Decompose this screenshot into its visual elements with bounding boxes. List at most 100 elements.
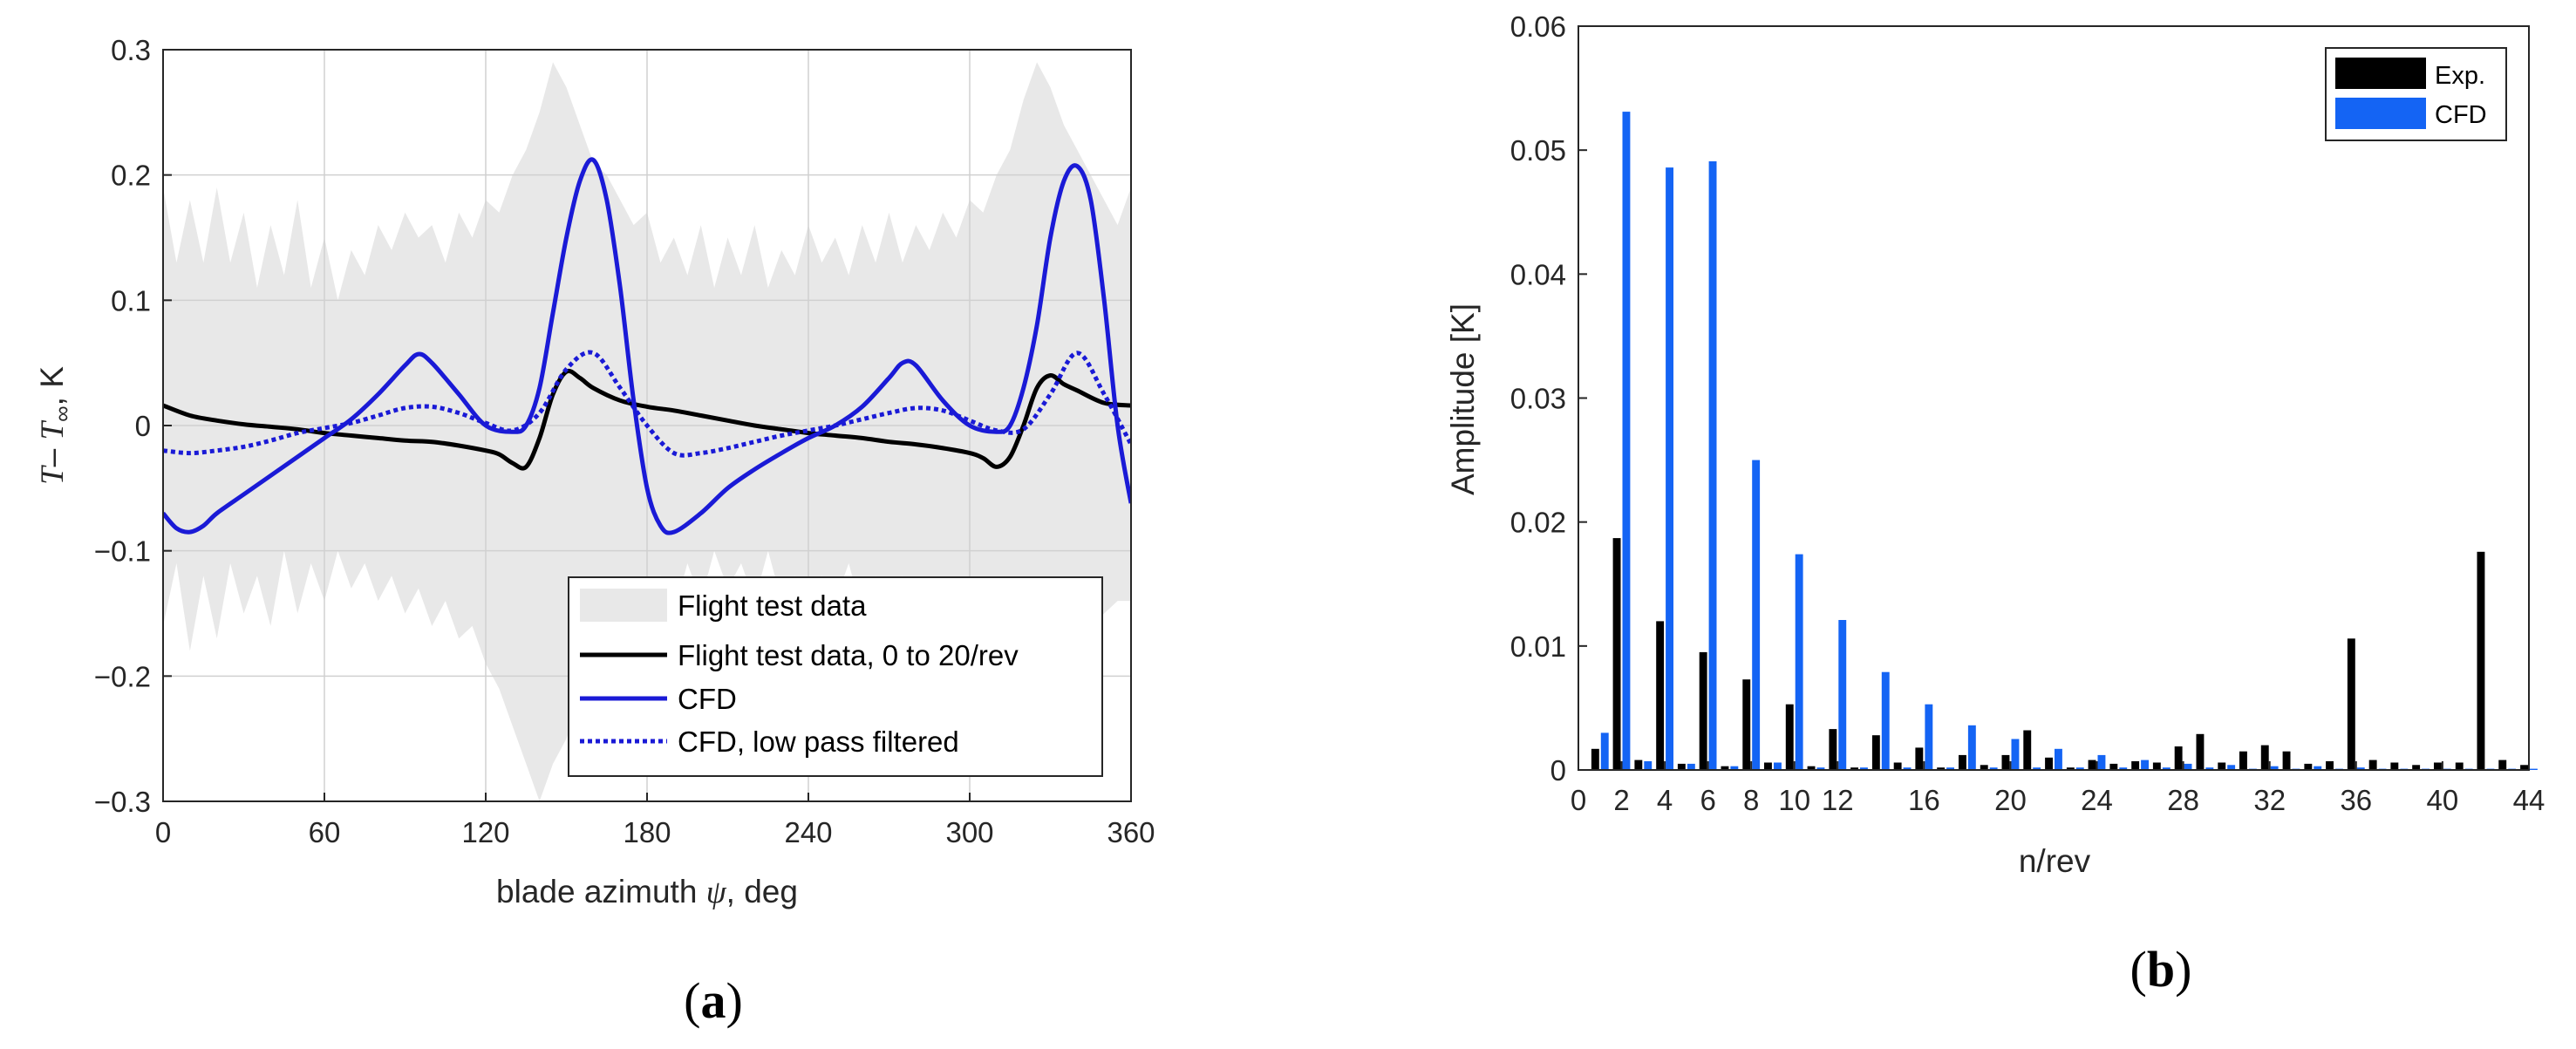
bar-exp: [1634, 760, 1643, 770]
panel-a-y-ticks: −0.3 −0.2 −0.1 0 0.1 0.2 0.3: [94, 34, 172, 818]
panel-a-x-tick-label: 120: [461, 816, 509, 848]
bar-cfd: [1774, 762, 1782, 770]
panel-a-x-axis-label-unit: , deg: [726, 874, 798, 909]
panel-a-x-tick-label: 0: [155, 816, 171, 848]
bar-exp: [1656, 621, 1665, 770]
bar-exp: [2412, 765, 2421, 770]
panel-a-y-tick-label: 0.1: [111, 284, 151, 317]
y-label-t: T: [35, 465, 71, 485]
panel-a-x-axis-label-text: blade azimuth: [496, 874, 697, 909]
y-label-sub: ∞: [49, 405, 75, 422]
bar-cfd: [1989, 767, 1998, 770]
bar-cfd: [2530, 768, 2538, 770]
legend-swatch-flight-band: [580, 589, 667, 622]
panel-a-y-tick-label: 0.3: [111, 34, 151, 66]
panel-b-x-tick-label: 20: [1994, 784, 2027, 816]
bar-exp: [2152, 762, 2161, 770]
panel-b-y-tick-label: 0.06: [1510, 10, 1566, 43]
bar-cfd: [2270, 766, 2279, 770]
panel-b-x-axis-label: n/rev: [2019, 843, 2091, 879]
panel-b-x-tick-label: 36: [2340, 784, 2372, 816]
panel-a-x-tick-label: 240: [784, 816, 832, 848]
panel-b-bar-chart: 0 2 4 6 8 10 12 16 20 24 28 32 36 40 44 00.010.020.030…: [1445, 10, 2545, 998]
bar-cfd: [1881, 671, 1890, 770]
bar-exp: [2196, 733, 2205, 770]
bar-exp: [2326, 761, 2334, 770]
bar-exp: [2066, 767, 2075, 770]
panel-b-y-tick-label: 0.05: [1510, 134, 1566, 167]
bar-exp: [2368, 760, 2377, 770]
bar-exp: [1893, 762, 1902, 770]
legend-swatch-cfd-bar: [2335, 98, 2426, 129]
panel-b-y-tick-label: 0.02: [1510, 507, 1566, 539]
panel-b-x-tick-label: 2: [1613, 784, 1629, 816]
bar-exp: [2347, 638, 2355, 770]
bar-exp: [2218, 762, 2226, 770]
panel-b-letter: b: [2147, 941, 2175, 998]
bar-exp: [1785, 704, 1794, 770]
bar-exp: [1591, 748, 1599, 770]
bar-exp: [2390, 762, 2399, 770]
panel-b-x-tick-label: 8: [1743, 784, 1759, 816]
y-label-unit: , K: [34, 366, 70, 406]
bar-exp: [1807, 766, 1816, 770]
bar-cfd: [1666, 167, 1673, 771]
bar-exp: [1677, 763, 1686, 770]
bar-cfd: [2097, 754, 2106, 770]
legend-label-cfd: CFD: [678, 683, 737, 715]
panel-a-caption: (a): [684, 972, 743, 1029]
panel-b-y-tick-label: 0.04: [1510, 258, 1566, 290]
panel-a-x-tick-label: 180: [623, 816, 671, 848]
bar-exp: [2434, 762, 2442, 770]
bar-exp: [1699, 651, 1707, 770]
bar-exp: [2520, 765, 2528, 770]
panel-a-y-tick-label: 0: [135, 410, 151, 442]
legend-label-flight-band: Flight test data: [678, 589, 867, 622]
bar-cfd: [1708, 161, 1717, 770]
bar-cfd: [2033, 767, 2041, 770]
bar-cfd: [1622, 112, 1631, 771]
panel-a-line-chart: 0 60 120 180 240 300 360 −0.3 −0.2 −0.1 0 0.1 0.2 0.…: [34, 34, 1155, 1029]
panel-a-x-axis-label: blade azimuth ψ, deg: [496, 874, 798, 910]
bar-cfd: [1730, 766, 1739, 770]
bar-cfd: [1644, 761, 1653, 770]
bar-cfd: [2119, 767, 2128, 770]
bar-exp: [2455, 762, 2464, 770]
panel-b-caption: (b): [2130, 941, 2192, 998]
panel-b-x-tick-label: 28: [2167, 784, 2199, 816]
bar-cfd: [2141, 760, 2149, 770]
panel-a-y-tick-label: −0.2: [94, 660, 151, 692]
line-cfd-low-pass: [163, 350, 1131, 458]
panel-b-y-ticks: 0 0.01 0.02 0.03 0.04 0.05 0.06: [1510, 10, 1587, 787]
bar-exp: [1937, 767, 1946, 770]
panel-b-x-tick-label: 24: [2081, 784, 2113, 816]
line-cfd: [163, 157, 1131, 535]
panel-b-y-tick-label: 0.01: [1510, 630, 1566, 663]
bar-cfd: [2314, 766, 2322, 770]
panel-b-x-tick-label: 6: [1700, 784, 1715, 816]
legend-label-exp: Exp.: [2435, 62, 2485, 90]
panel-b-x-tick-label: 10: [1778, 784, 1810, 816]
bar-cfd: [1795, 554, 1803, 770]
legend-label-cfd-filtered: CFD, low pass filtered: [678, 725, 959, 758]
panel-a-x-tick-label: 60: [309, 816, 341, 848]
bar-exp: [1764, 762, 1772, 770]
panel-b-x-tick-label: 12: [1822, 784, 1854, 816]
bar-cfd: [1946, 767, 1954, 770]
panel-b-x-tick-label: 32: [2253, 784, 2286, 816]
bar-exp: [1980, 765, 1988, 770]
panel-b-plot-area: [1578, 26, 2529, 770]
panel-a-y-axis-label: T– T∞, K: [34, 366, 75, 485]
bar-cfd: [2162, 767, 2171, 770]
panel-b-x-tick-label: 0: [1571, 784, 1586, 816]
bar-exp: [1915, 747, 1924, 770]
y-label-dash: –: [34, 439, 70, 467]
bar-cfd: [1752, 460, 1761, 770]
panel-b-y-tick-label: 0.03: [1510, 383, 1566, 415]
bar-cfd: [1600, 732, 1609, 770]
bar-cfd: [2227, 765, 2236, 770]
panel-b-x-tick-label: 16: [1908, 784, 1940, 816]
panel-a-x-axis-label-symbol: ψ: [706, 875, 727, 910]
panel-a-legend: Flight test data Flight test data, 0 to …: [568, 576, 1103, 777]
